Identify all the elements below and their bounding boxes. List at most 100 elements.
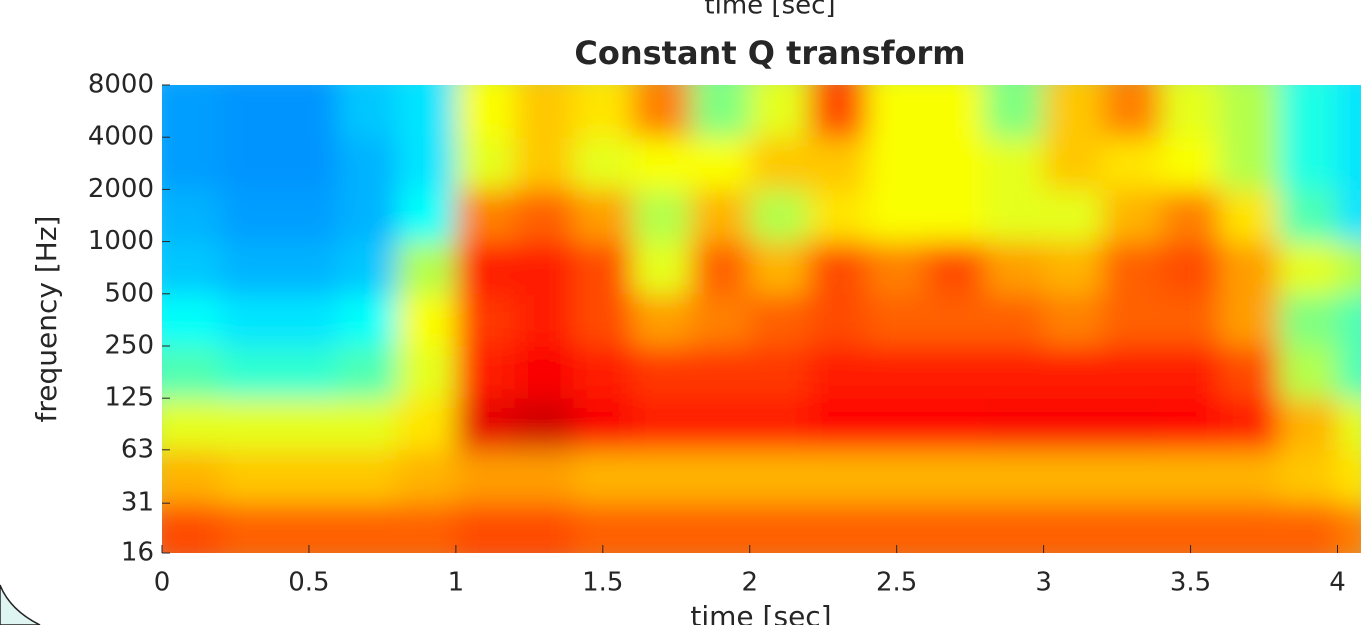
heatmap-cell [1043,137,1103,190]
heatmap-cell [1219,345,1280,399]
heatmap-cell [867,189,927,243]
heatmap-cell [1043,503,1103,553]
heatmap-cell [1337,189,1361,243]
heatmap-cell [220,189,281,243]
heatmap-cell [162,398,222,451]
heatmap-cell [867,137,927,190]
heatmap-cell [690,449,751,504]
heatmap-cell [749,241,810,295]
heatmap-cell [397,293,457,347]
heatmap-cell [162,449,222,504]
heatmap-cell [926,85,986,138]
heatmap-cell [1102,503,1162,553]
heatmap-cell [749,503,810,553]
heatmap-cell [220,398,281,451]
heatmap-cell [338,241,398,295]
heatmap-cell [984,398,1045,451]
heatmap-cell [632,345,692,399]
heatmap-cell [632,398,692,451]
heatmap-cell [1278,449,1338,504]
heatmap-cell [455,137,516,190]
x-tick-label: 1.5 [582,568,623,598]
heatmap-cell [1278,503,1338,553]
y-tick-label: 1000 [88,226,154,256]
heatmap-cell [867,85,927,138]
heatmap-cell [808,449,868,504]
heatmap-cell [1043,345,1103,399]
heatmap-cell [573,241,633,295]
heatmap-cell [1219,189,1280,243]
heatmap-cell [455,241,516,295]
heatmap-cell [984,241,1045,295]
heatmap-cell [690,345,751,399]
heatmap-cell [1337,345,1361,399]
heatmap-cell [1161,293,1221,347]
heatmap-cell [455,345,516,399]
heatmap-cell [1219,293,1280,347]
heatmap-cell [455,503,516,553]
heatmap-cell [1161,398,1221,451]
heatmap-cell [1337,293,1361,347]
heatmap-cell [338,345,398,399]
heatmap-cell [573,189,633,243]
x-tick-label: 3.5 [1170,568,1211,598]
heatmap [162,85,1361,553]
x-tick-label: 4 [1329,568,1346,598]
heatmap-cell [1278,189,1338,243]
heatmap-cell [808,189,868,243]
heatmap-cell [1043,189,1103,243]
heatmap-cell [690,293,751,347]
heatmap-cell [984,449,1045,504]
y-tick-label: 63 [121,434,154,464]
heatmap-cell [690,503,751,553]
x-tick-label: 2.5 [876,568,917,598]
y-tick-label: 250 [104,330,154,360]
heatmap-cell [926,398,986,451]
heatmap-cell [1102,241,1162,295]
heatmap-cell [1278,137,1338,190]
heatmap-cell [573,503,633,553]
heatmap-cell [455,449,516,504]
heatmap-cell [220,449,281,504]
y-tick-label: 4000 [88,122,154,152]
chart-title: Constant Q transform [574,34,965,72]
heatmap-cell [1043,241,1103,295]
heatmap-cell [397,398,457,451]
y-tick-label: 125 [104,383,154,413]
heatmap-cell [514,398,574,451]
heatmap-cell [926,137,986,190]
heatmap-cell [338,293,398,347]
heatmap-cell [220,137,281,190]
heatmap-cell [1219,398,1280,451]
heatmap-cell [1102,85,1162,138]
heatmap-cell [279,85,339,138]
heatmap-cell [984,137,1045,190]
heatmap-cell [632,85,692,138]
x-tick-label: 2 [741,568,758,598]
heatmap-cell [984,503,1045,553]
heatmap-cell [1278,345,1338,399]
heatmap-cell [1337,137,1361,190]
heatmap-cell [1102,449,1162,504]
x-axis-label: time [sec] [690,600,831,625]
heatmap-cell [749,189,810,243]
heatmap-cell [1278,85,1338,138]
heatmap-cell [573,345,633,399]
heatmap-cell [867,345,927,399]
heatmap-cell [867,241,927,295]
heatmap-cell [338,398,398,451]
heatmap-cell [514,241,574,295]
heatmap-cell [632,189,692,243]
heatmap-cell [162,345,222,399]
heatmap-cell [1278,241,1338,295]
heatmap-cell [867,398,927,451]
heatmap-cell [1161,85,1221,138]
heatmap-cell [397,503,457,553]
heatmap-cell [162,293,222,347]
heatmap-cell [926,503,986,553]
x-tick-label: 0.5 [288,568,329,598]
heatmap-cell [632,293,692,347]
heatmap-cell [1337,398,1361,451]
